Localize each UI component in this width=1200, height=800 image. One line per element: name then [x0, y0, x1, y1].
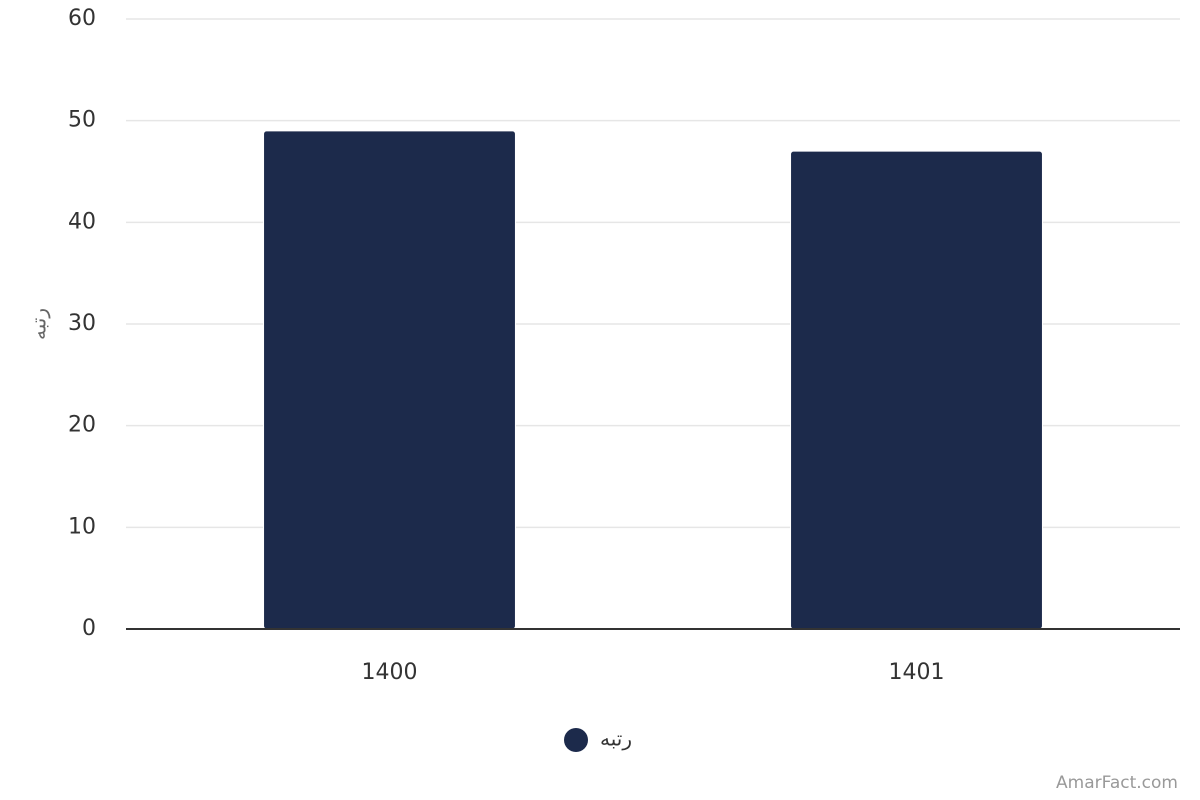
y-tick-label: 10	[68, 514, 96, 539]
y-tick-label: 40	[68, 209, 96, 234]
legend-marker	[564, 728, 588, 752]
x-tick-label: 1401	[889, 660, 945, 685]
x-tick-label: 1400	[362, 660, 418, 685]
y-tick-label: 30	[68, 311, 96, 336]
y-tick-label: 60	[68, 6, 96, 31]
bar	[790, 150, 1043, 630]
y-tick-label: 50	[68, 108, 96, 133]
bar	[263, 130, 516, 630]
y-tick-label: 0	[82, 616, 96, 641]
credit: AmarFact.com	[1056, 773, 1178, 793]
legend-label: رتبه	[600, 727, 632, 751]
y-axis-title: رتبه	[27, 308, 51, 340]
y-tick-label: 20	[68, 413, 96, 438]
